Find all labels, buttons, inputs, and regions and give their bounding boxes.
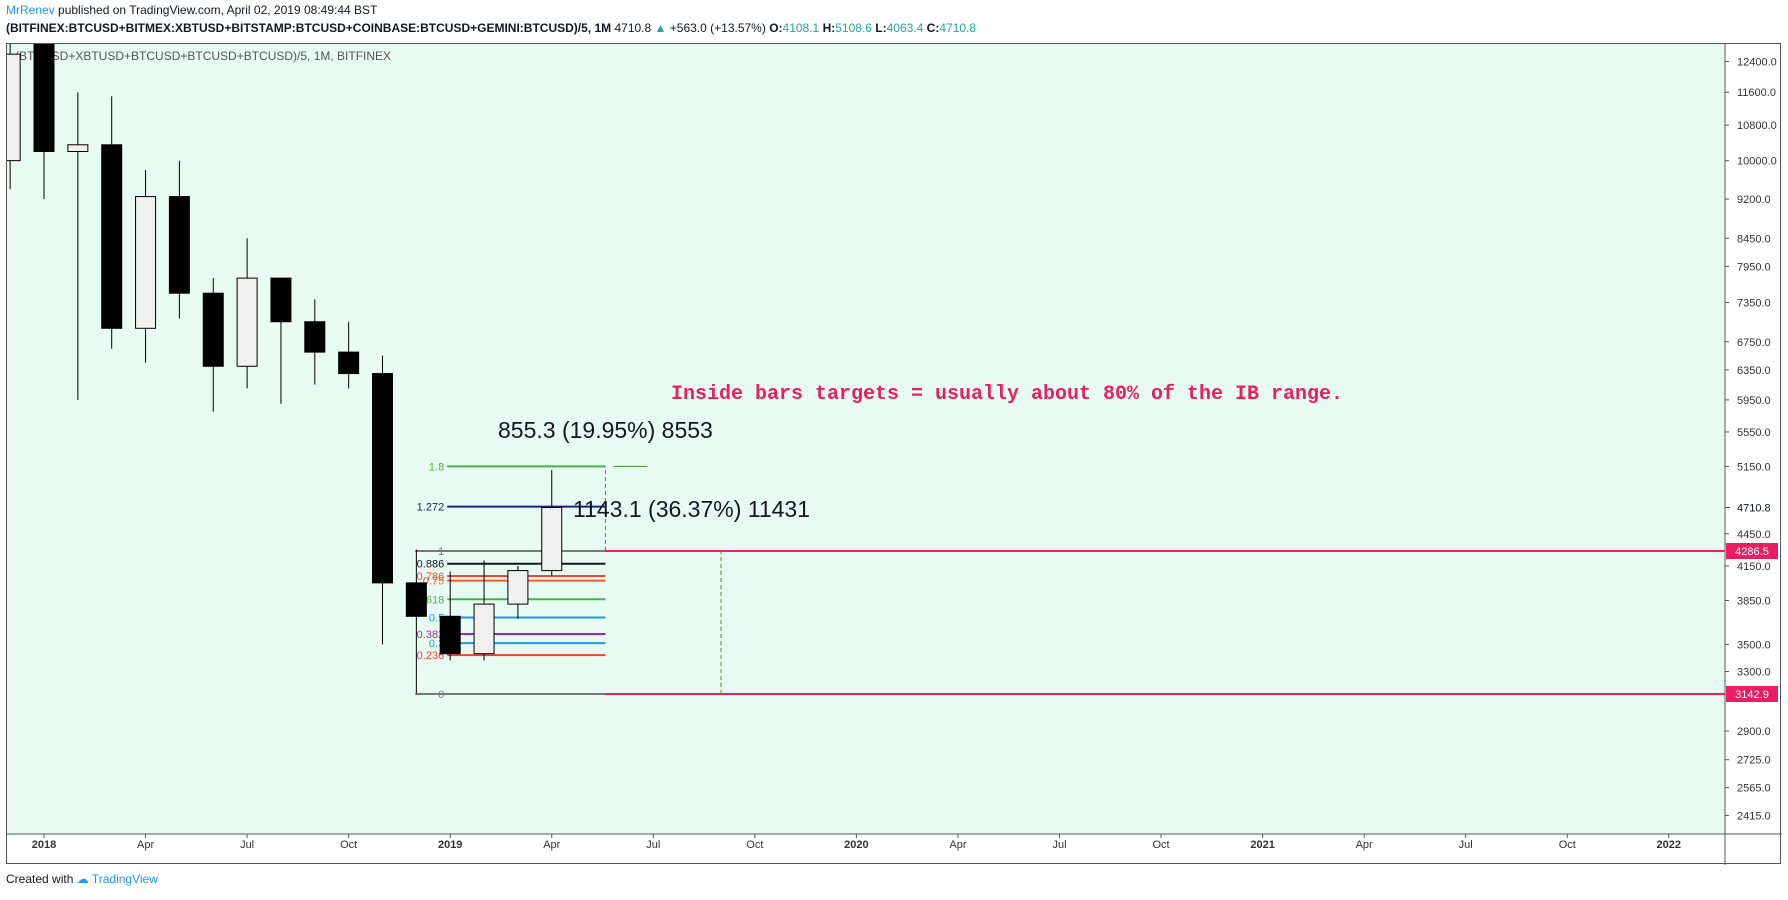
- open-label: O:: [769, 21, 783, 35]
- fib-level-label: 0.382: [417, 629, 445, 641]
- created-with-text: Created with: [6, 872, 74, 886]
- price-axis-label: 8450.0: [1737, 233, 1771, 245]
- price-axis-label: 10000.0: [1737, 156, 1777, 168]
- candle-body[interactable]: [304, 321, 326, 353]
- low-label: L:: [875, 21, 887, 35]
- fib-level-label: 0.236: [417, 650, 445, 662]
- time-axis-label: Apr: [137, 839, 154, 851]
- price-axis-label: 3500.0: [1737, 639, 1771, 651]
- high-value: 5108.6: [835, 21, 872, 35]
- tradingview-link[interactable]: TradingView: [91, 872, 158, 886]
- candle-body[interactable]: [541, 507, 563, 572]
- chart-title: (BTCUSD+XBTUSD+BTCUSD+BTCUSD+BTCUSD)/5, …: [15, 49, 391, 63]
- time-axis-label: 2019: [438, 839, 462, 851]
- candle-body[interactable]: [439, 615, 461, 655]
- time-axis-label: Apr: [543, 839, 560, 851]
- time-axis-label: 2022: [1657, 839, 1681, 851]
- price-tag: [1726, 543, 1778, 559]
- time-axis-label: Apr: [1356, 839, 1373, 851]
- annotation-measure-upper: 855.3 (19.95%) 8553: [498, 417, 713, 443]
- price-axis-label: 2415.0: [1737, 810, 1771, 822]
- candle-body[interactable]: [33, 44, 55, 153]
- price-axis-label: 3850.0: [1737, 595, 1771, 607]
- fib-level-label: 1: [438, 546, 444, 558]
- price-axis-label: 2565.0: [1737, 783, 1771, 795]
- fib-level-label: 0.886: [417, 559, 445, 571]
- tradingview-logo-icon: ☁: [76, 872, 89, 886]
- time-axis-label: Jul: [1052, 839, 1066, 851]
- symbol-name: (BITFINEX:BTCUSD+BITMEX:XBTUSD+BITSTAMP:…: [6, 21, 612, 35]
- price-tag-label: 4286.5: [1735, 546, 1769, 558]
- candle-body[interactable]: [507, 570, 529, 605]
- time-axis-label: 2018: [32, 839, 56, 851]
- candle-body[interactable]: [202, 292, 224, 367]
- candle-body[interactable]: [372, 373, 393, 584]
- time-axis-label: Apr: [949, 839, 966, 851]
- time-axis-label: Jul: [646, 839, 660, 851]
- footer: Created with ☁ TradingView: [6, 872, 158, 886]
- price-tag: [1726, 686, 1778, 702]
- close-label: C:: [926, 21, 940, 35]
- symbol-info: (BITFINEX:BTCUSD+BITMEX:XBTUSD+BITSTAMP:…: [6, 21, 976, 35]
- price-axis-label: 10800.0: [1737, 120, 1777, 132]
- time-axis-label: 2020: [844, 839, 868, 851]
- price-axis-label: 3300.0: [1737, 667, 1771, 679]
- candle-body[interactable]: [338, 351, 360, 375]
- price-axis-label: 11600.0: [1737, 87, 1776, 99]
- last-price: 4710.8: [614, 21, 652, 35]
- candle-body[interactable]: [135, 196, 157, 329]
- time-axis-label: Jul: [240, 839, 254, 851]
- open-value: 4108.1: [782, 21, 820, 35]
- candle-body[interactable]: [67, 144, 89, 153]
- time-axis-label: Oct: [746, 839, 763, 851]
- candle-body[interactable]: [270, 277, 292, 323]
- chart-frame[interactable]: 12400.0 11600.0 10800.0 10000.0 9200.0 8450.0…: [6, 43, 1782, 865]
- time-axis-label: Oct: [1559, 839, 1576, 851]
- price-axis-label: 9200.0: [1737, 194, 1771, 206]
- price-axis-label: 7950.0: [1737, 261, 1771, 273]
- price-axis-label: 4450.0: [1737, 529, 1771, 541]
- annotation-main-text: Inside bars targets = usually about 80% …: [671, 383, 1343, 406]
- time-axis-label: Jul: [1459, 839, 1473, 851]
- up-arrow-icon: ▲: [654, 21, 667, 35]
- candle-body[interactable]: [7, 53, 21, 162]
- fib-level-label: 1.8: [429, 461, 444, 473]
- price-tag-label: 3142.9: [1735, 689, 1769, 701]
- time-axis-label: 2021: [1250, 839, 1274, 851]
- time-axis-label: Oct: [340, 839, 357, 851]
- candle-body[interactable]: [473, 603, 495, 655]
- candle-body[interactable]: [405, 582, 427, 617]
- candle-body[interactable]: [236, 277, 258, 367]
- chart-canvas[interactable]: 12400.0 11600.0 10800.0 10000.0 9200.0 8450.0…: [7, 44, 1782, 865]
- low-value: 4063.4: [886, 21, 924, 35]
- current-price-label: 4710.8: [1737, 503, 1771, 515]
- annotation-measure-lower: 1143.1 (36.37%) 11431: [573, 496, 810, 522]
- author-link[interactable]: MrRenev: [6, 3, 55, 17]
- publish-info: MrRenev published on TradingView.com, Ap…: [6, 3, 377, 17]
- time-axis-label: Oct: [1152, 839, 1169, 851]
- price-axis-label: 2725.0: [1737, 755, 1771, 767]
- price-change: +563.0 (+13.57%): [669, 21, 766, 35]
- price-axis-label: 5150.0: [1737, 461, 1771, 473]
- price-axis-label: 12400.0: [1737, 57, 1777, 69]
- close-value: 4710.8: [939, 21, 977, 35]
- price-axis-label: 5950.0: [1737, 395, 1771, 407]
- price-axis-label: 7350.0: [1737, 298, 1771, 310]
- fib-level-label: 0.786: [417, 571, 445, 583]
- price-axis-label: 6350.0: [1737, 365, 1771, 377]
- fib-level-label: 0.75: [423, 576, 444, 588]
- price-axis-label: 2900.0: [1737, 726, 1771, 738]
- published-text: published on TradingView.com, April 02, …: [58, 3, 378, 17]
- plot-background: [7, 44, 1725, 834]
- fib-level-label: 1.272: [417, 502, 445, 514]
- high-label: H:: [822, 21, 836, 35]
- candle-body[interactable]: [101, 144, 123, 329]
- fib-level-label: 0: [438, 689, 444, 701]
- candle-body[interactable]: [168, 196, 190, 294]
- price-axis-label: 4150.0: [1737, 561, 1771, 573]
- price-axis-label: 5550.0: [1737, 427, 1771, 439]
- price-axis-label: 6750.0: [1737, 337, 1771, 349]
